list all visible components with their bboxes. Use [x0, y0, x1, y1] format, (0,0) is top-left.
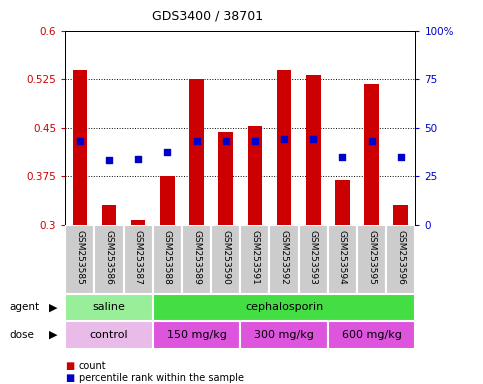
Bar	[386, 225, 415, 294]
Bar	[182, 225, 211, 294]
Text: GSM253592: GSM253592	[280, 230, 288, 285]
Text: GSM253587: GSM253587	[134, 230, 142, 285]
Bar	[153, 225, 182, 294]
Text: percentile rank within the sample: percentile rank within the sample	[79, 373, 244, 383]
Text: GSM253589: GSM253589	[192, 230, 201, 285]
Bar	[248, 126, 262, 225]
Bar	[153, 321, 241, 349]
Bar	[306, 74, 321, 225]
Text: cephalosporin: cephalosporin	[245, 302, 323, 312]
Bar	[335, 180, 350, 225]
Bar	[153, 294, 415, 321]
Point	[280, 136, 288, 142]
Text: GSM253594: GSM253594	[338, 230, 347, 285]
Text: ▶: ▶	[49, 330, 57, 340]
Point	[339, 154, 346, 160]
Bar	[94, 225, 124, 294]
Text: dose: dose	[10, 330, 35, 340]
Text: GSM253591: GSM253591	[250, 230, 259, 285]
Text: GSM253596: GSM253596	[396, 230, 405, 285]
Point	[193, 137, 200, 144]
Bar	[357, 225, 386, 294]
Point	[105, 157, 113, 163]
Bar	[211, 225, 241, 294]
Bar	[65, 294, 153, 321]
Bar	[270, 225, 298, 294]
Bar	[160, 176, 175, 225]
Text: GDS3400 / 38701: GDS3400 / 38701	[152, 10, 263, 23]
Text: ▶: ▶	[49, 302, 57, 312]
Bar	[241, 321, 328, 349]
Point	[76, 137, 84, 144]
Point	[397, 154, 405, 160]
Bar	[65, 321, 153, 349]
Bar	[131, 220, 145, 225]
Text: ■: ■	[65, 373, 74, 383]
Text: GSM253595: GSM253595	[367, 230, 376, 285]
Bar	[124, 225, 153, 294]
Point	[222, 137, 229, 144]
Bar	[218, 132, 233, 225]
Text: agent: agent	[10, 302, 40, 312]
Bar	[65, 225, 94, 294]
Bar	[394, 205, 408, 225]
Text: GSM253588: GSM253588	[163, 230, 172, 285]
Bar	[328, 321, 415, 349]
Bar	[241, 225, 270, 294]
Text: 300 mg/kg: 300 mg/kg	[254, 330, 314, 340]
Text: GSM253593: GSM253593	[309, 230, 318, 285]
Text: GSM253585: GSM253585	[75, 230, 85, 285]
Point	[310, 136, 317, 142]
Text: control: control	[90, 330, 128, 340]
Text: saline: saline	[93, 302, 126, 312]
Bar	[328, 225, 357, 294]
Bar	[102, 205, 116, 225]
Text: 150 mg/kg: 150 mg/kg	[167, 330, 227, 340]
Bar	[189, 79, 204, 225]
Point	[368, 137, 375, 144]
Text: count: count	[79, 361, 106, 371]
Text: ■: ■	[65, 361, 74, 371]
Text: 600 mg/kg: 600 mg/kg	[341, 330, 401, 340]
Point	[251, 137, 259, 144]
Bar	[298, 225, 328, 294]
Bar	[364, 84, 379, 225]
Text: GSM253586: GSM253586	[104, 230, 114, 285]
Point	[134, 156, 142, 162]
Bar	[277, 70, 291, 225]
Text: GSM253590: GSM253590	[221, 230, 230, 285]
Bar	[72, 70, 87, 225]
Point	[163, 149, 171, 155]
